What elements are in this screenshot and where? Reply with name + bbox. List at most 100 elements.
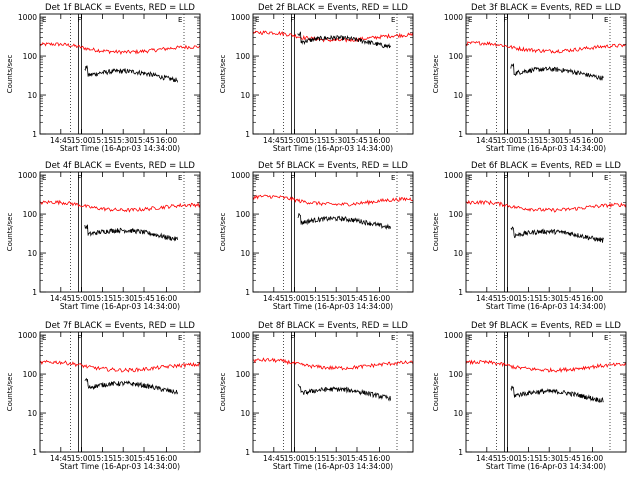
- y-tick-label: 1: [245, 130, 250, 139]
- lld-series-line: [252, 30, 414, 43]
- marker-label: E: [255, 334, 259, 342]
- events-series-line: [510, 63, 604, 81]
- x-axis-label: Start Time (16-Apr-03 14:34:00): [273, 144, 393, 153]
- panel-title: Det 6f BLACK = Events, RED = LLD: [471, 161, 621, 171]
- x-tick-label: 16:00: [582, 294, 604, 303]
- lld-series-line: [39, 359, 201, 373]
- plot-frame: [465, 331, 627, 453]
- marker-label: E: [604, 334, 608, 342]
- y-tick-label: 1: [32, 288, 37, 297]
- x-tick-label: 15:45: [133, 294, 155, 303]
- y-tick-label: 1000: [231, 171, 250, 180]
- lld-series-line: [252, 357, 414, 371]
- x-tick-label: 14:45: [476, 294, 498, 303]
- x-tick-label: 15:30: [325, 136, 347, 145]
- y-axis-label: Counts/sec: [219, 55, 227, 94]
- x-tick-label: 15:30: [538, 136, 560, 145]
- lld-series-line: [39, 42, 201, 55]
- detector-panel: Det 8f BLACK = Events, RED = LLD Counts/s…: [219, 321, 414, 471]
- lld-series-line: [465, 199, 627, 213]
- x-tick-label: 15:15: [518, 454, 540, 463]
- marker-label: E: [42, 16, 46, 24]
- events-series-line: [297, 383, 391, 402]
- x-tick-label: 15:30: [538, 294, 560, 303]
- x-tick-label: 14:45: [476, 454, 498, 463]
- x-tick-label: 14:45: [50, 454, 72, 463]
- y-axis-label: Counts/sec: [219, 213, 227, 252]
- marker-label: E: [468, 334, 472, 342]
- x-tick-label: 15:00: [71, 136, 93, 145]
- panel-title: Det 4f BLACK = Events, RED = LLD: [45, 161, 195, 171]
- x-axis-label: Start Time (16-Apr-03 14:34:00): [60, 462, 180, 471]
- panel-title: Det 9f BLACK = Events, RED = LLD: [471, 321, 621, 331]
- x-tick-label: 15:15: [305, 136, 327, 145]
- y-tick-label: 1: [32, 130, 37, 139]
- plot-frame: [252, 13, 414, 135]
- marker-label: E: [255, 174, 259, 182]
- x-tick-label: 14:45: [263, 294, 285, 303]
- detector-panel: Det 9f BLACK = Events, RED = LLD Counts/s…: [432, 321, 627, 471]
- x-tick-label: 16:00: [369, 294, 391, 303]
- marker-label: F: [503, 16, 507, 24]
- y-tick-label: 1: [32, 448, 37, 457]
- y-tick-label: 1: [458, 130, 463, 139]
- detector-panel: Det 5f BLACK = Events, RED = LLD Counts/s…: [219, 161, 414, 311]
- y-tick-label: 10: [27, 409, 37, 418]
- y-axis-label: Counts/sec: [219, 373, 227, 412]
- y-tick-label: 10: [453, 409, 463, 418]
- x-tick-label: 15:30: [325, 294, 347, 303]
- panel-title: Det 7f BLACK = Events, RED = LLD: [45, 321, 195, 331]
- x-tick-label: 14:45: [263, 454, 285, 463]
- y-tick-label: 100: [236, 52, 251, 61]
- x-tick-label: 15:00: [497, 454, 519, 463]
- x-axis-label: Start Time (16-Apr-03 14:34:00): [486, 302, 606, 311]
- detector-panel: Det 1f BLACK = Events, RED = LLD Counts/s…: [6, 3, 201, 153]
- lld-series-line: [465, 359, 627, 374]
- x-axis-label: Start Time (16-Apr-03 14:34:00): [273, 302, 393, 311]
- panel-title: Det 8f BLACK = Events, RED = LLD: [258, 321, 408, 331]
- y-axis-label: Counts/sec: [432, 213, 440, 252]
- x-tick-label: 16:00: [582, 136, 604, 145]
- x-tick-label: 15:45: [346, 294, 368, 303]
- y-tick-label: 100: [236, 370, 251, 379]
- y-tick-label: 1000: [18, 171, 37, 180]
- events-series-line: [510, 226, 604, 243]
- x-tick-label: 15:15: [518, 136, 540, 145]
- x-tick-label: 15:45: [133, 136, 155, 145]
- x-tick-label: 16:00: [369, 136, 391, 145]
- detector-panel: Det 7f BLACK = Events, RED = LLD Counts/s…: [6, 321, 201, 471]
- lld-series-line: [39, 199, 201, 213]
- marker-label: E: [255, 16, 259, 24]
- x-tick-label: 15:00: [284, 294, 306, 303]
- x-tick-label: 15:15: [305, 454, 327, 463]
- events-series-line: [297, 31, 391, 49]
- y-tick-label: 100: [449, 52, 464, 61]
- x-tick-label: 14:45: [476, 136, 498, 145]
- y-tick-label: 1000: [18, 331, 37, 340]
- y-axis-label: Counts/sec: [432, 373, 440, 412]
- x-tick-label: 15:15: [92, 294, 114, 303]
- y-tick-label: 10: [240, 249, 250, 258]
- y-axis-label: Counts/sec: [6, 373, 14, 412]
- panel-title: Det 5f BLACK = Events, RED = LLD: [258, 161, 408, 171]
- x-tick-label: 15:15: [92, 454, 114, 463]
- x-tick-label: 15:30: [112, 294, 134, 303]
- panel-title: Det 1f BLACK = Events, RED = LLD: [45, 3, 195, 13]
- x-axis-label: Start Time (16-Apr-03 14:34:00): [486, 462, 606, 471]
- y-tick-label: 100: [23, 370, 38, 379]
- panel-title: Det 2f BLACK = Events, RED = LLD: [258, 3, 408, 13]
- x-tick-label: 15:00: [497, 294, 519, 303]
- x-tick-label: 15:15: [92, 136, 114, 145]
- y-tick-label: 1000: [444, 171, 463, 180]
- y-tick-label: 10: [240, 91, 250, 100]
- plot-frame: [465, 171, 627, 293]
- x-tick-label: 16:00: [156, 294, 178, 303]
- y-tick-label: 1000: [444, 331, 463, 340]
- plot-frame: [252, 331, 414, 453]
- x-axis-label: Start Time (16-Apr-03 14:34:00): [60, 144, 180, 153]
- x-tick-label: 16:00: [156, 136, 178, 145]
- marker-label: F: [77, 16, 81, 24]
- marker-label: E: [42, 174, 46, 182]
- y-axis-label: Counts/sec: [432, 55, 440, 94]
- x-tick-label: 15:15: [305, 294, 327, 303]
